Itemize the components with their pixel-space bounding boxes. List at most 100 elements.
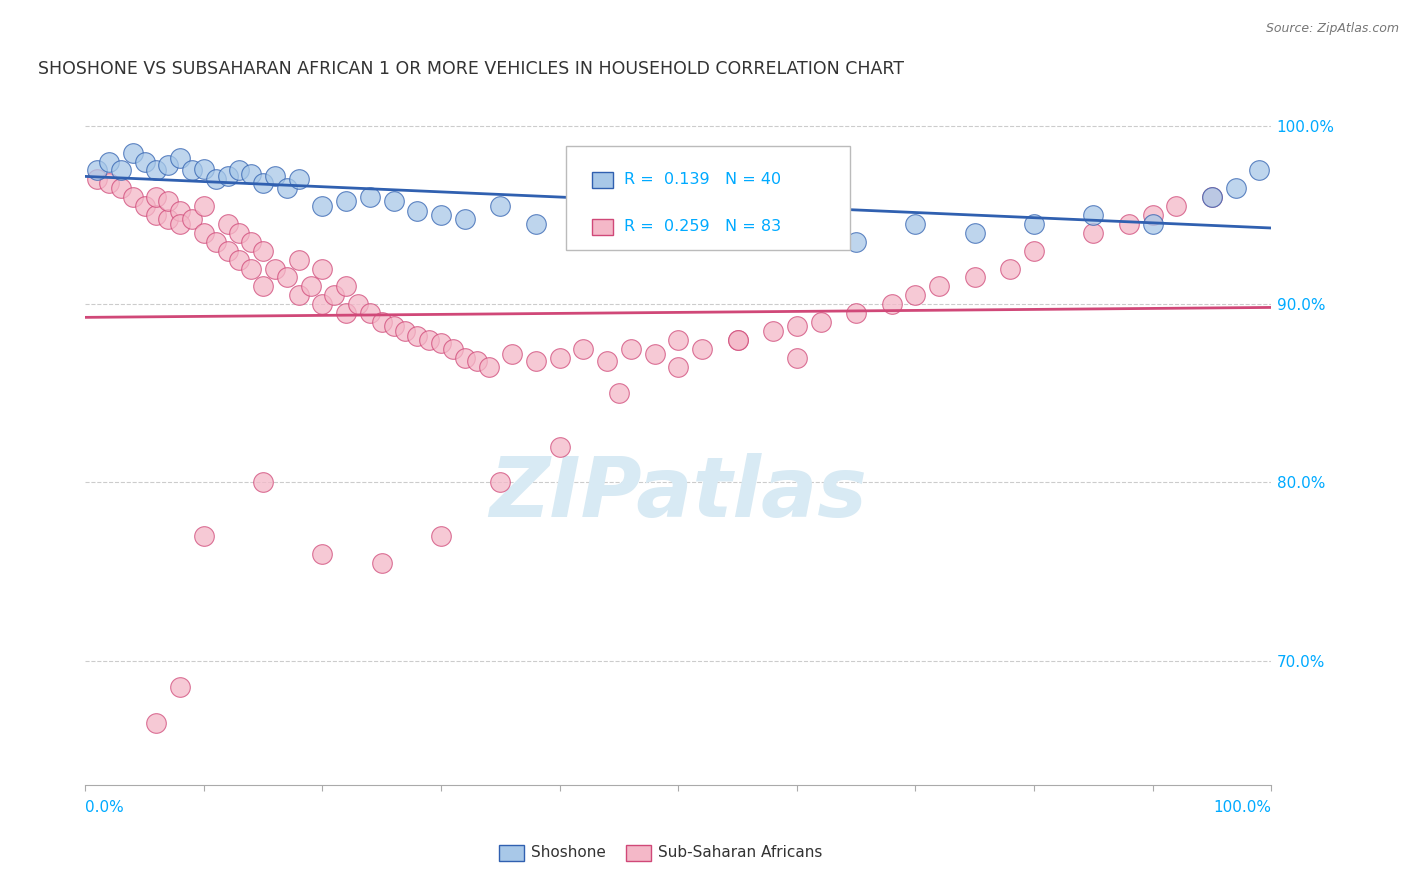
Point: [240, 235, 263, 249]
Point: [501, 347, 523, 361]
Point: [489, 475, 512, 490]
Point: [786, 226, 808, 240]
Point: [430, 336, 453, 351]
Point: [727, 208, 749, 222]
Point: [454, 211, 477, 226]
Point: [382, 318, 405, 333]
Point: [548, 440, 571, 454]
Point: [406, 204, 429, 219]
Point: [1000, 261, 1022, 276]
Point: [311, 261, 333, 276]
Point: [359, 190, 381, 204]
Point: [287, 252, 309, 267]
Point: [252, 176, 274, 190]
Point: [287, 288, 309, 302]
Point: [620, 342, 643, 356]
Text: R =  0.259   N = 83: R = 0.259 N = 83: [624, 219, 782, 235]
Point: [228, 226, 250, 240]
Point: [157, 211, 180, 226]
Point: [121, 190, 143, 204]
Point: [335, 194, 357, 208]
Point: [134, 199, 156, 213]
Point: [394, 324, 416, 338]
Point: [157, 158, 180, 172]
Point: [110, 163, 132, 178]
Point: [786, 318, 808, 333]
Point: [134, 154, 156, 169]
Point: [607, 386, 630, 401]
Point: [98, 176, 121, 190]
Point: [193, 161, 215, 176]
Point: [441, 342, 464, 356]
FancyBboxPatch shape: [592, 172, 613, 187]
Point: [98, 154, 121, 169]
Point: [1083, 208, 1105, 222]
Point: [323, 288, 346, 302]
Point: [430, 529, 453, 543]
Point: [524, 217, 547, 231]
Point: [762, 324, 785, 338]
Point: [596, 354, 619, 368]
Text: 100.0%: 100.0%: [1213, 800, 1271, 814]
Point: [845, 235, 868, 249]
Point: [311, 199, 333, 213]
Point: [904, 217, 927, 231]
Point: [1201, 190, 1223, 204]
Point: [477, 359, 499, 374]
Point: [371, 315, 394, 329]
Point: [121, 145, 143, 160]
Text: R =  0.139   N = 40: R = 0.139 N = 40: [624, 172, 782, 187]
Point: [217, 169, 239, 183]
Point: [489, 199, 512, 213]
Point: [347, 297, 370, 311]
FancyBboxPatch shape: [565, 146, 851, 250]
Point: [157, 194, 180, 208]
Point: [240, 167, 263, 181]
Point: [276, 181, 298, 195]
Point: [880, 297, 903, 311]
Point: [666, 333, 689, 347]
Point: [548, 351, 571, 365]
Point: [193, 529, 215, 543]
Point: [572, 342, 595, 356]
Point: [169, 151, 191, 165]
Point: [145, 208, 167, 222]
Point: [228, 163, 250, 178]
Point: [465, 354, 488, 368]
Point: [524, 354, 547, 368]
Point: [810, 315, 832, 329]
Point: [311, 547, 333, 561]
Point: [359, 306, 381, 320]
Point: [264, 169, 287, 183]
Point: [644, 347, 666, 361]
Point: [845, 306, 868, 320]
Point: [666, 211, 689, 226]
Point: [145, 163, 167, 178]
Point: [1166, 199, 1188, 213]
Point: [1142, 217, 1164, 231]
Point: [217, 217, 239, 231]
Point: [110, 181, 132, 195]
Point: [963, 270, 986, 285]
Point: [181, 211, 204, 226]
Point: [454, 351, 477, 365]
Point: [904, 288, 927, 302]
Point: [204, 235, 226, 249]
Point: [252, 244, 274, 258]
Point: [406, 329, 429, 343]
Point: [1201, 190, 1223, 204]
Point: [252, 475, 274, 490]
Point: [1118, 217, 1140, 231]
Point: [1022, 244, 1045, 258]
Point: [204, 172, 226, 186]
Text: Shoshone: Shoshone: [531, 846, 606, 860]
Point: [299, 279, 322, 293]
Point: [430, 208, 453, 222]
Point: [418, 333, 440, 347]
Text: Source: ZipAtlas.com: Source: ZipAtlas.com: [1265, 22, 1399, 36]
Point: [963, 226, 986, 240]
Point: [928, 279, 950, 293]
Point: [572, 226, 595, 240]
Point: [193, 199, 215, 213]
Point: [145, 190, 167, 204]
